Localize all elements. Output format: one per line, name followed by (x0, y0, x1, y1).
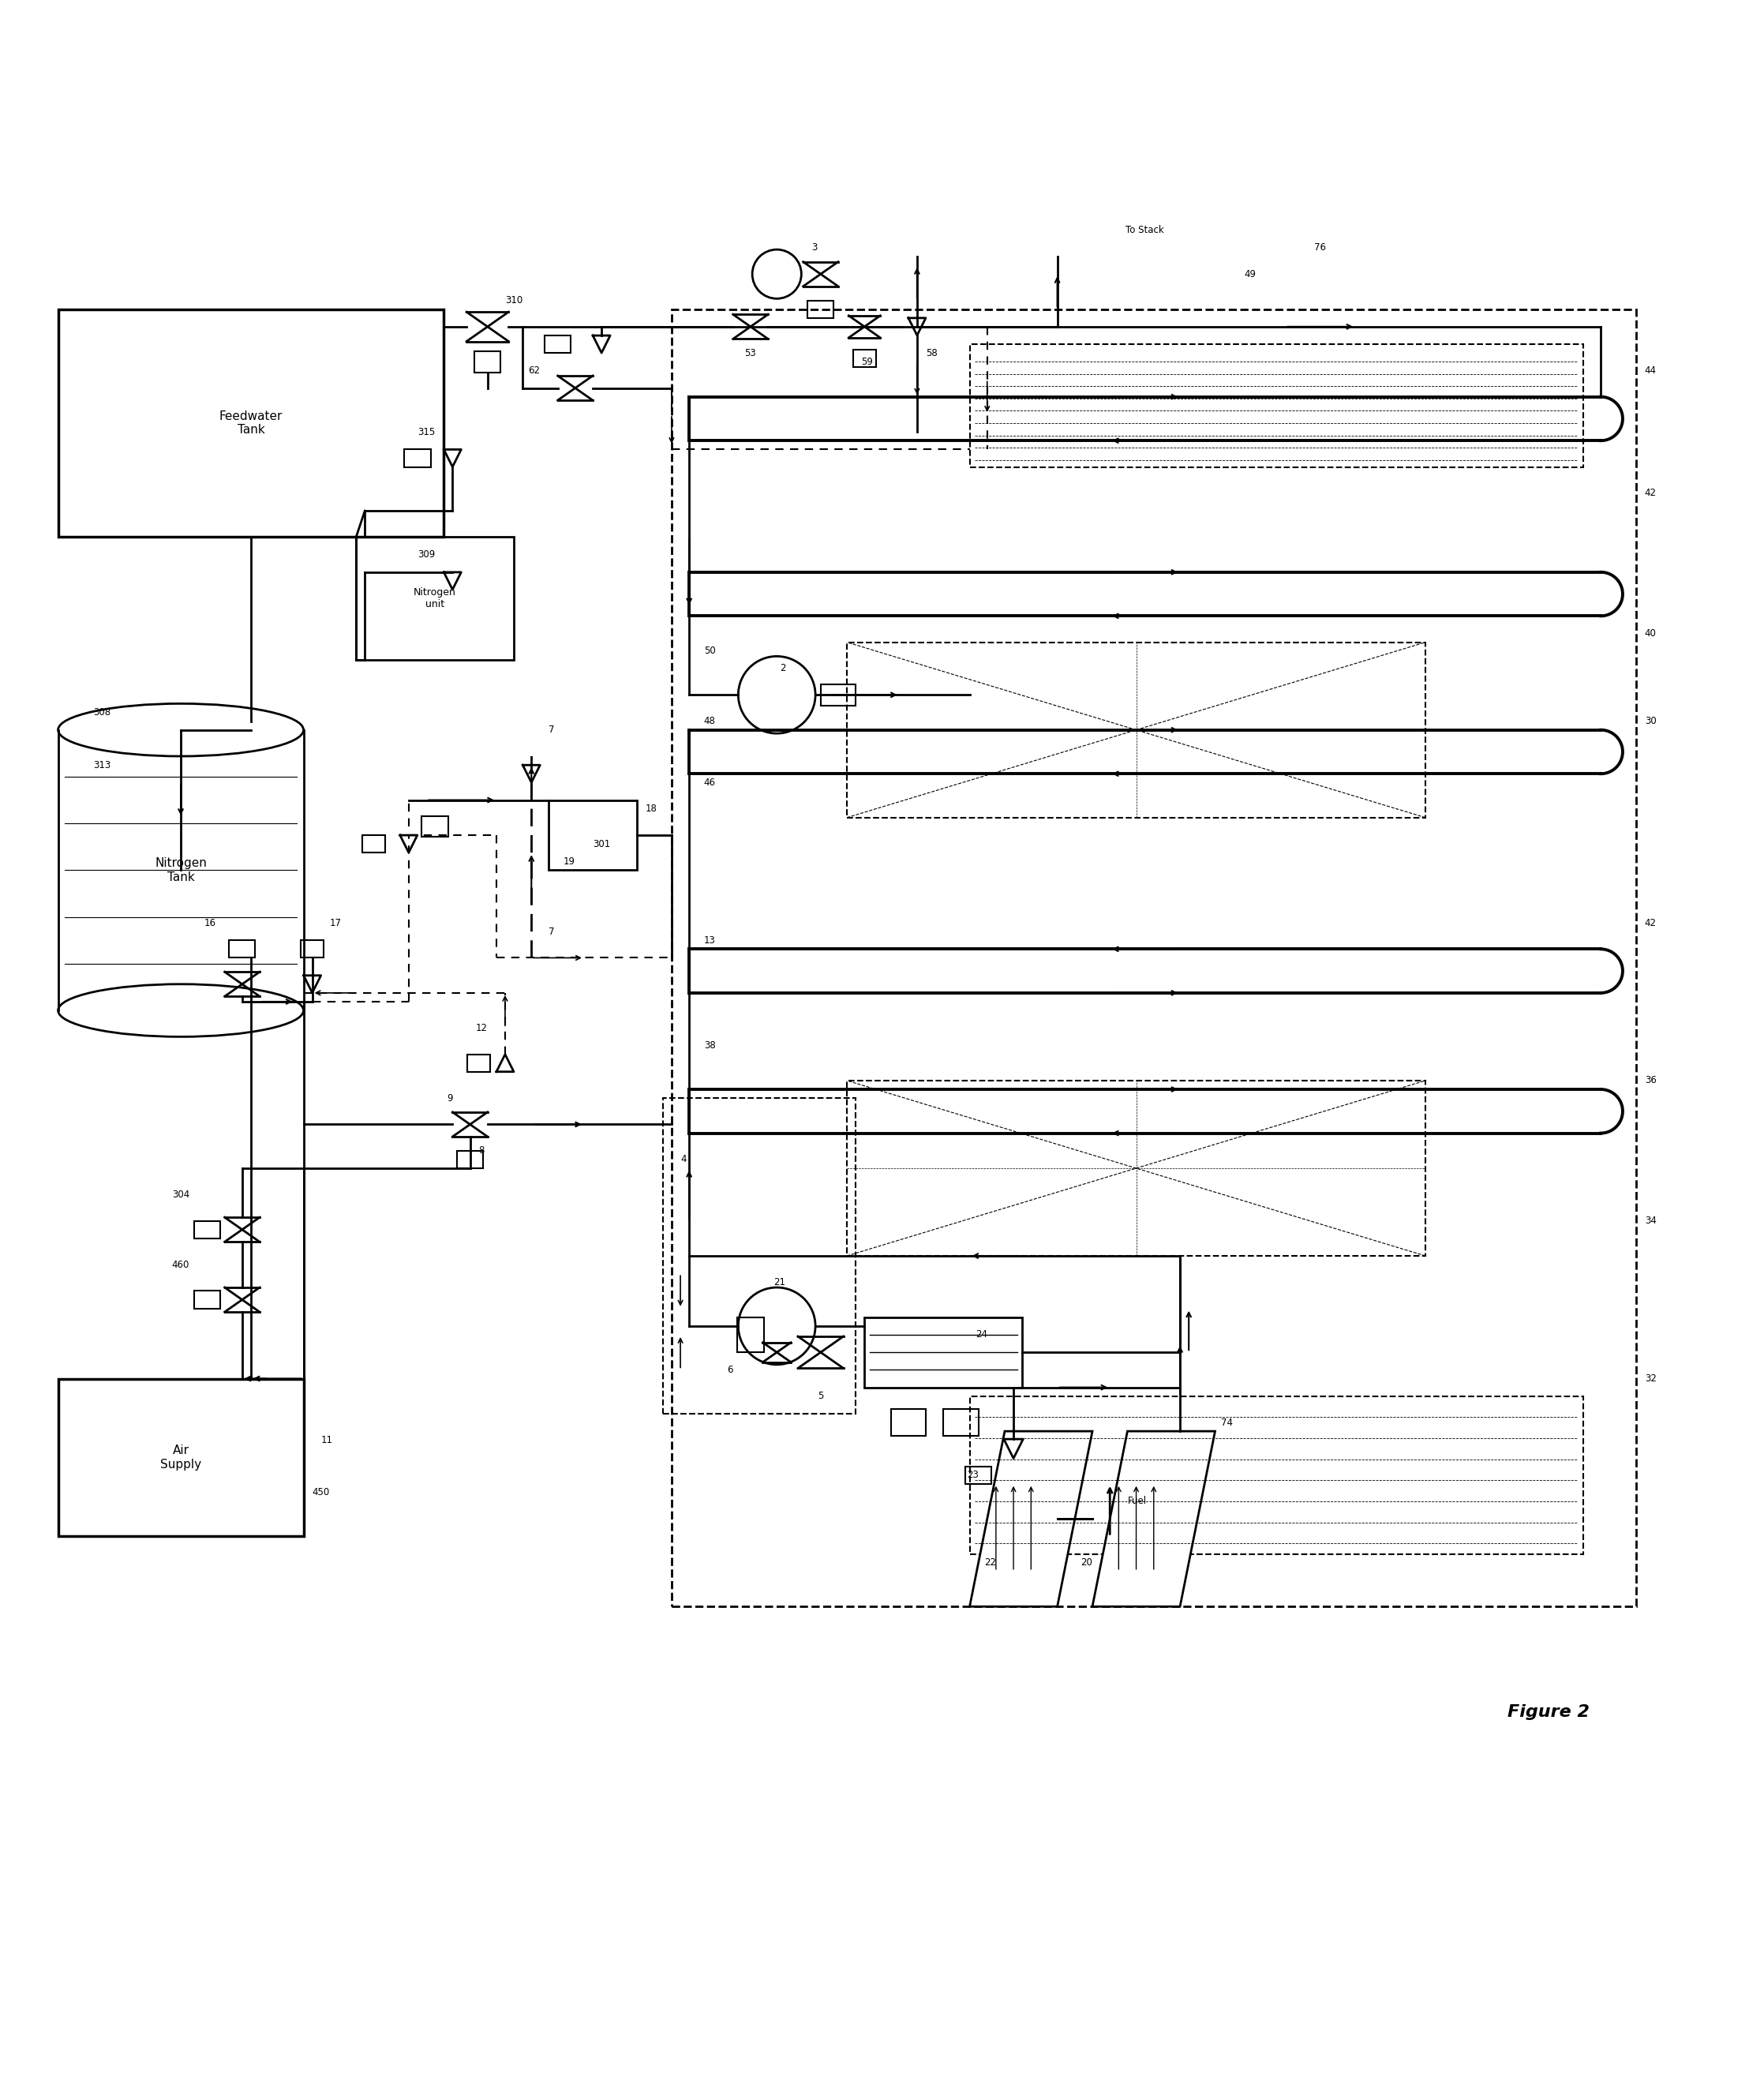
Text: 76: 76 (1314, 243, 1327, 253)
Text: 11: 11 (321, 1434, 333, 1445)
Bar (847, 642, 1425, 818)
Bar (854, 349, 877, 368)
Text: 16: 16 (205, 918, 215, 928)
Text: 6: 6 (727, 1365, 734, 1376)
Ellipse shape (58, 703, 303, 757)
Bar (545, 335, 572, 353)
Bar (475, 351, 501, 372)
Bar (970, 345, 1584, 466)
Bar (467, 1054, 490, 1073)
Circle shape (739, 657, 815, 734)
Bar (808, 301, 834, 318)
Text: To Stack: To Stack (1125, 226, 1164, 236)
Text: 20: 20 (1081, 1558, 1092, 1568)
Text: 24: 24 (975, 1330, 988, 1340)
Bar (302, 941, 323, 958)
Bar (194, 1290, 220, 1309)
Text: 50: 50 (704, 646, 716, 657)
Text: 3: 3 (811, 243, 818, 253)
Text: 22: 22 (984, 1558, 997, 1568)
Bar (944, 1409, 979, 1437)
Circle shape (751, 249, 801, 299)
Bar (847, 1081, 1425, 1257)
Text: 450: 450 (312, 1487, 330, 1497)
Text: 5: 5 (818, 1391, 824, 1401)
Text: Nitrogen
unit: Nitrogen unit (415, 588, 457, 608)
Text: 308: 308 (93, 707, 111, 717)
Text: 309: 309 (418, 550, 436, 560)
Text: 34: 34 (1644, 1215, 1656, 1225)
Text: 7: 7 (549, 726, 556, 736)
Text: 301: 301 (593, 838, 610, 849)
Text: 13: 13 (704, 935, 716, 945)
Text: 315: 315 (418, 427, 436, 437)
Text: 53: 53 (744, 347, 757, 358)
Text: 42: 42 (1644, 918, 1656, 928)
Text: 48: 48 (704, 715, 716, 726)
Text: 7: 7 (549, 926, 556, 937)
Text: 460: 460 (171, 1259, 189, 1269)
Text: 49: 49 (1244, 270, 1256, 280)
Text: 38: 38 (704, 1041, 716, 1050)
Text: Feedwater
Tank: Feedwater Tank (219, 410, 282, 435)
Text: 18: 18 (646, 803, 656, 813)
Text: 19: 19 (563, 857, 575, 866)
Bar (864, 1317, 1023, 1388)
Text: 59: 59 (861, 358, 873, 366)
Text: 36: 36 (1644, 1075, 1656, 1085)
Bar (965, 1466, 991, 1485)
Circle shape (739, 1288, 815, 1365)
Text: 58: 58 (926, 347, 937, 358)
Bar (737, 1317, 764, 1353)
Text: 8: 8 (478, 1146, 485, 1156)
Bar (891, 1409, 926, 1437)
Bar (549, 801, 637, 870)
Text: 46: 46 (704, 778, 716, 788)
Text: 74: 74 (1221, 1418, 1233, 1428)
Text: 17: 17 (330, 918, 342, 928)
Bar (970, 1397, 1584, 1554)
Text: 9: 9 (446, 1094, 453, 1104)
Text: 23: 23 (967, 1470, 979, 1480)
Bar (58, 309, 445, 537)
Text: Figure 2: Figure 2 (1506, 1704, 1589, 1719)
Text: 44: 44 (1644, 366, 1656, 376)
Text: Fuel: Fuel (1127, 1497, 1147, 1506)
Bar (194, 1221, 220, 1238)
Text: Air
Supply: Air Supply (161, 1445, 201, 1470)
Text: 304: 304 (171, 1190, 189, 1200)
Text: 310: 310 (505, 295, 522, 305)
Text: 4: 4 (681, 1154, 686, 1165)
Bar (457, 1150, 483, 1169)
Text: 40: 40 (1644, 629, 1656, 638)
Bar (422, 815, 448, 836)
Text: 30: 30 (1644, 715, 1656, 726)
Text: 2: 2 (780, 663, 785, 673)
Bar (404, 450, 430, 466)
Bar (356, 537, 513, 661)
Text: 313: 313 (93, 759, 111, 769)
Text: 21: 21 (774, 1278, 785, 1288)
Text: 42: 42 (1644, 487, 1656, 498)
Bar (229, 941, 256, 958)
Bar (58, 1378, 303, 1537)
Bar (820, 684, 856, 705)
Text: Nitrogen
Tank: Nitrogen Tank (155, 857, 206, 882)
Bar (362, 834, 385, 853)
Polygon shape (1092, 1430, 1215, 1606)
Text: 62: 62 (529, 366, 540, 376)
Text: 12: 12 (476, 1022, 487, 1033)
Text: 32: 32 (1644, 1374, 1656, 1384)
Bar (663, 1098, 856, 1414)
Polygon shape (970, 1430, 1092, 1606)
Bar (672, 309, 1635, 1606)
